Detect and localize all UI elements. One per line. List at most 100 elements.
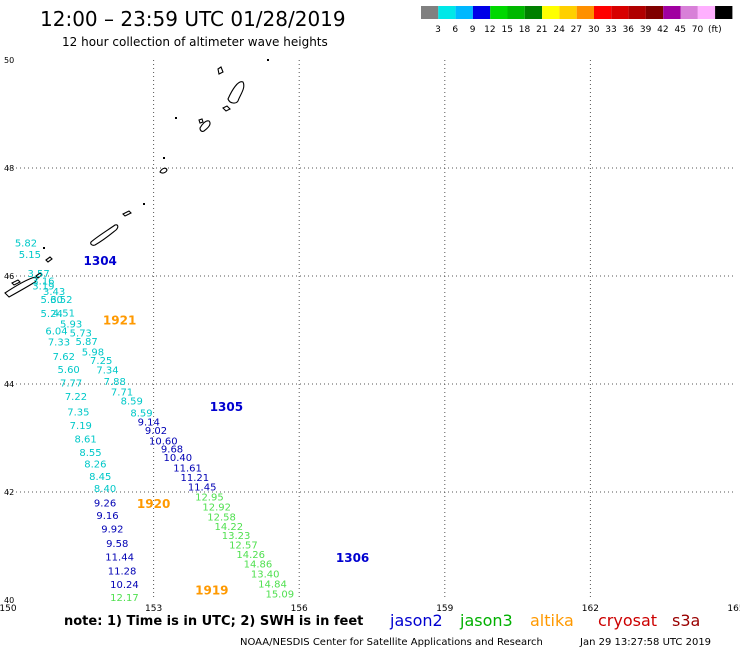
wave-height-value: 14.86 [244, 560, 273, 571]
coastline-island [11, 279, 21, 286]
legend-swatch [594, 6, 612, 19]
wave-height-value: 12.92 [202, 502, 231, 513]
legend-label: 24 [553, 25, 565, 35]
wave-height-value: 8.59 [121, 397, 143, 408]
wave-height-value: 12.95 [195, 493, 224, 504]
legend-label: 12 [484, 25, 495, 35]
legend-label: 21 [536, 25, 547, 35]
legend-swatch [472, 6, 491, 19]
wave-height-value: 13.23 [222, 531, 251, 542]
wave-height-value: 7.71 [111, 387, 133, 398]
coastline-island [122, 210, 132, 217]
wave-height-value: 15.09 [265, 589, 294, 600]
coastline-island [45, 256, 53, 263]
wave-height-value: 5.98 [82, 347, 104, 358]
islet [175, 117, 177, 119]
wave-height-value: 9.92 [101, 525, 123, 536]
latitude-tick-label: 46 [4, 272, 14, 281]
pass-number-label: 1304 [84, 254, 117, 268]
satellite-legend-s3a: s3a [672, 611, 700, 630]
wave-height-value: 5.24 [41, 309, 63, 320]
latitude-tick-label: 44 [4, 380, 14, 389]
satellite-legend-cryosat: cryosat [598, 611, 657, 630]
latitude-tick-label: 48 [4, 164, 14, 173]
map-panel: 5.825.153.573.163.193.435.603.525.244.51… [0, 56, 740, 614]
coastline-islets [43, 59, 269, 249]
wave-height-value: 7.34 [96, 366, 118, 377]
wave-height-value: 10.60 [149, 436, 178, 447]
legend-swatch [697, 6, 716, 19]
wave-height-value: 3.16 [32, 277, 54, 288]
wave-height-value: 7.19 [70, 421, 92, 432]
islet [43, 247, 45, 249]
latitude-tick-label: 42 [4, 488, 14, 497]
legend-label: 42 [657, 25, 668, 35]
wave-height-value: 7.33 [48, 338, 70, 349]
legend-label: 3 [435, 25, 441, 35]
wave-height-value: 9.68 [161, 445, 183, 456]
legend-swatch [455, 6, 473, 19]
legend-swatch [680, 6, 698, 19]
wave-height-value: 12.17 [110, 593, 139, 604]
legend-swatch [663, 6, 681, 19]
wave-height-value: 5.73 [70, 328, 92, 339]
islet [143, 203, 145, 205]
wave-height-value: 9.26 [94, 499, 116, 510]
wave-height-value: 9.14 [138, 418, 160, 429]
latitude-tick-label: 50 [4, 56, 14, 65]
wave-height-value: 7.88 [104, 377, 126, 388]
wave-height-value: 9.16 [96, 511, 118, 522]
coastline-island [222, 105, 231, 112]
longitude-tick-label: 159 [436, 604, 453, 614]
longitude-tick-label: 165 [727, 604, 740, 614]
wave-height-value: 6.04 [45, 326, 67, 337]
legend-label: 30 [588, 25, 600, 35]
page-title: 12:00 – 23:59 UTC 01/28/2019 [40, 7, 346, 31]
legend-swatch [524, 6, 543, 19]
legend-swatch [490, 6, 508, 19]
wave-height-value: 3.43 [43, 287, 65, 298]
pass-number-label: 1306 [336, 551, 369, 565]
legend-label: 36 [623, 25, 635, 35]
wave-height-value: 5.60 [41, 295, 63, 306]
islet [267, 59, 269, 61]
grid-lines [8, 60, 736, 600]
wave-height-value: 8.55 [79, 448, 101, 459]
legend-swatch [611, 6, 629, 19]
wave-height-value: 7.35 [67, 407, 89, 418]
coastline-island [199, 120, 211, 132]
longitude-tick-label: 156 [291, 604, 308, 614]
wave-height-value: 10.24 [110, 580, 139, 591]
wave-height-value: 10.40 [164, 453, 193, 464]
legend-label: 39 [640, 25, 652, 35]
wave-height-value: 8.26 [84, 460, 106, 471]
legend-label: 33 [605, 25, 616, 35]
coastline-island [90, 224, 119, 246]
wave-height-value: 14.26 [236, 550, 265, 561]
legend-label: 27 [571, 25, 582, 35]
wave-height-value: 3.57 [27, 269, 49, 280]
wave-height-value: 8.59 [130, 408, 152, 419]
longitude-tick-label: 153 [145, 604, 162, 614]
wave-height-value: 11.45 [188, 482, 217, 493]
wave-height-value: 9.58 [106, 539, 128, 550]
pass-number-labels: 1304 1921 1305 1920 1306 1919 [84, 254, 370, 597]
legend-swatch [645, 6, 664, 19]
wave-height-value: 12.58 [207, 513, 236, 524]
map-frame [8, 60, 736, 600]
credit-line: NOAA/NESDIS Center for Satellite Applica… [240, 637, 543, 648]
wave-height-value: 13.40 [251, 569, 280, 580]
longitude-tick-labels: 150 153 156 159 162 165 [0, 604, 740, 614]
islet [163, 157, 165, 159]
legend-unit-label: (ft) [708, 25, 722, 35]
wave-height-value: 14.22 [215, 522, 244, 533]
wave-height-value: 11.61 [173, 463, 202, 474]
satellite-legend-jason2: jason2 [389, 611, 443, 630]
latitude-tick-label: 40 [4, 596, 14, 605]
wave-height-value: 8.61 [75, 434, 97, 445]
legend-label: 18 [519, 25, 531, 35]
pass-number-label: 1305 [210, 400, 243, 414]
generated-timestamp: Jan 29 13:27:58 UTC 2019 [579, 637, 711, 648]
legend-swatch [715, 6, 733, 19]
wave-height-value: 3.52 [50, 295, 72, 306]
